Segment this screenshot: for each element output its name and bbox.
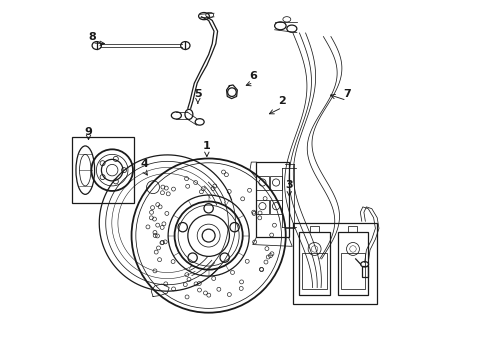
Text: 4: 4 — [140, 159, 148, 169]
Text: 7: 7 — [342, 89, 350, 99]
Bar — [256, 176, 268, 190]
Bar — [269, 200, 282, 214]
Text: 6: 6 — [249, 71, 257, 81]
Bar — [309, 226, 319, 232]
Bar — [361, 266, 367, 277]
Bar — [348, 226, 357, 232]
Bar — [72, 137, 134, 203]
Bar — [269, 176, 282, 190]
Bar — [299, 232, 329, 295]
Bar — [256, 162, 288, 237]
Text: 3: 3 — [285, 180, 292, 190]
Text: 9: 9 — [84, 127, 92, 136]
Bar — [302, 253, 326, 289]
Bar — [337, 232, 367, 295]
Bar — [256, 200, 268, 214]
Text: 8: 8 — [88, 32, 96, 41]
Text: 5: 5 — [194, 89, 201, 99]
Text: 2: 2 — [278, 96, 285, 106]
Text: 1: 1 — [203, 141, 210, 151]
Bar — [292, 223, 376, 304]
Bar — [340, 253, 365, 289]
